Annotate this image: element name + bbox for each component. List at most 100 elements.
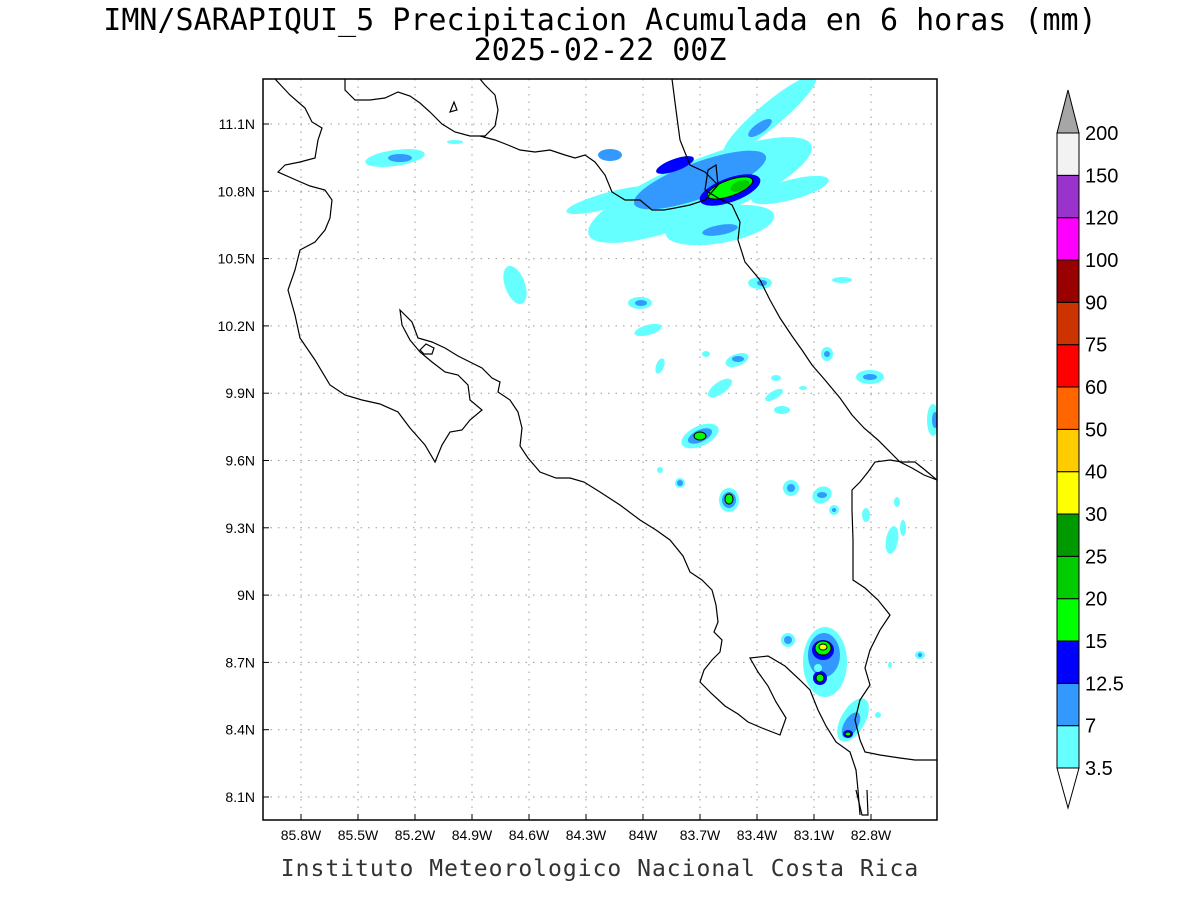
lat-tick-label: 8.1N <box>225 789 255 805</box>
colorbar-upper-arrow <box>1056 89 1080 134</box>
precip-area <box>787 484 795 492</box>
precip-area <box>732 356 744 362</box>
colorbar-label: 3.5 <box>1085 758 1113 780</box>
colorbar-swatch <box>1056 344 1080 388</box>
colorbar-swatch <box>1056 174 1080 219</box>
lon-tick-label: 85.5W <box>338 827 379 843</box>
precip-area <box>635 300 647 306</box>
colorbar-swatch <box>1056 217 1080 261</box>
lake-outline <box>344 79 499 137</box>
precip-area <box>875 712 881 718</box>
precip-area <box>656 156 694 174</box>
precip-area <box>708 378 732 398</box>
panama-border <box>851 459 937 761</box>
precip-area <box>388 154 412 162</box>
colorbar-swatch <box>1056 555 1080 600</box>
precip-area <box>677 480 683 486</box>
precip-area <box>598 149 622 161</box>
colorbar-swatch <box>1056 725 1080 769</box>
precip-area <box>885 526 899 554</box>
precip-area <box>657 467 663 473</box>
latitude-axis: 11.1N 10.8N 10.5N 10.2N 9.9N 9.6N 9.3N 9N 8.7N 8.… <box>218 116 269 805</box>
precip-area <box>633 150 767 210</box>
footer-credit: Instituto Meteorologico Nacional Costa R… <box>280 856 920 882</box>
precip-area <box>862 508 870 522</box>
precip-area <box>702 224 738 236</box>
precip-area <box>818 643 828 651</box>
colorbar-label: 12.5 <box>1085 673 1124 695</box>
lat-tick-label: 11.1N <box>219 116 255 132</box>
colorbar-label: 20 <box>1085 589 1107 611</box>
colorbar-swatch <box>1056 301 1080 346</box>
colorbar-swatch <box>1056 132 1080 176</box>
lat-tick-label: 9.3N <box>225 520 255 536</box>
island-outline <box>448 100 458 113</box>
precip-area <box>799 386 807 390</box>
nicaragua-border <box>671 79 719 186</box>
precip-area <box>774 406 790 414</box>
map-title: IMN/SARAPIQUI_5 Precipitacion Acumulada … <box>103 3 1097 38</box>
colorbar-label: 60 <box>1085 377 1107 399</box>
lon-tick-label: 83.4W <box>737 827 778 843</box>
lon-tick-label: 82.8W <box>851 827 892 843</box>
colorbar-label: 90 <box>1085 292 1107 314</box>
colorbar-label: 15 <box>1085 631 1107 653</box>
precip-area <box>748 118 772 138</box>
precip-area <box>824 351 830 357</box>
longitude-axis: 85.8W 85.5W 85.2W 84.9W 84.6W 84.3W 84W 83.7W 83… <box>281 814 892 843</box>
precipitation-field <box>365 79 937 742</box>
colorbar-label: 7 <box>1085 716 1096 738</box>
precip-area <box>566 186 654 214</box>
precip-area <box>730 180 750 192</box>
colorbar-swatch <box>1056 259 1080 303</box>
lat-tick-label: 8.7N <box>225 654 255 670</box>
precip-area <box>932 412 937 428</box>
precip-area <box>634 323 662 337</box>
colorbar-label: 200 <box>1085 123 1118 145</box>
precip-area <box>693 431 707 441</box>
precip-area <box>765 388 783 402</box>
precip-area <box>702 351 710 357</box>
pacific-coastline <box>274 79 861 816</box>
colorbar-label: 50 <box>1085 419 1107 441</box>
lon-tick-label: 83.1W <box>794 827 835 843</box>
precip-area <box>814 664 822 672</box>
caribbean-coastline <box>479 135 937 481</box>
colorbar-label: 150 <box>1085 165 1118 187</box>
map-area[interactable] <box>263 79 937 820</box>
coastlines <box>274 79 937 816</box>
island-outline <box>419 343 435 355</box>
colorbar-label: 75 <box>1085 335 1107 357</box>
precip-area <box>832 508 836 512</box>
precip-area <box>817 492 827 498</box>
precip-area <box>771 375 781 381</box>
lon-tick-label: 85.8W <box>281 827 322 843</box>
colorbar-swatch <box>1056 682 1080 727</box>
colorbar-label: 120 <box>1085 208 1118 230</box>
colorbar-swatch <box>1056 598 1080 642</box>
precip-area <box>503 265 527 305</box>
lat-tick-label: 9.9N <box>225 385 255 401</box>
colorbar-lower-arrow <box>1056 767 1080 810</box>
precip-area <box>863 374 877 380</box>
lon-tick-label: 84.9W <box>452 827 493 843</box>
lon-tick-label: 84.3W <box>566 827 607 843</box>
lat-tick-label: 8.4N <box>225 722 255 738</box>
colorbar-swatch <box>1056 471 1080 515</box>
colorbar-label: 30 <box>1085 504 1107 526</box>
colorbar: 3.5 7 12.5 15 20 25 30 40 50 60 75 90 100 120 150 200 <box>1056 89 1124 810</box>
colorbar-swatch <box>1056 428 1080 473</box>
precip-area <box>724 493 734 505</box>
precip-area <box>900 520 906 536</box>
precip-area <box>888 662 892 668</box>
precip-area <box>784 636 792 644</box>
colorbar-label: 100 <box>1085 250 1118 272</box>
lat-tick-label: 10.8N <box>218 183 255 199</box>
precip-area <box>815 673 825 683</box>
lon-tick-label: 85.2W <box>395 827 436 843</box>
coast-segment <box>855 789 869 816</box>
map-frame <box>262 78 938 821</box>
lat-tick-label: 10.5N <box>218 251 255 267</box>
map-date: 2025-02-22 00Z <box>473 33 727 68</box>
